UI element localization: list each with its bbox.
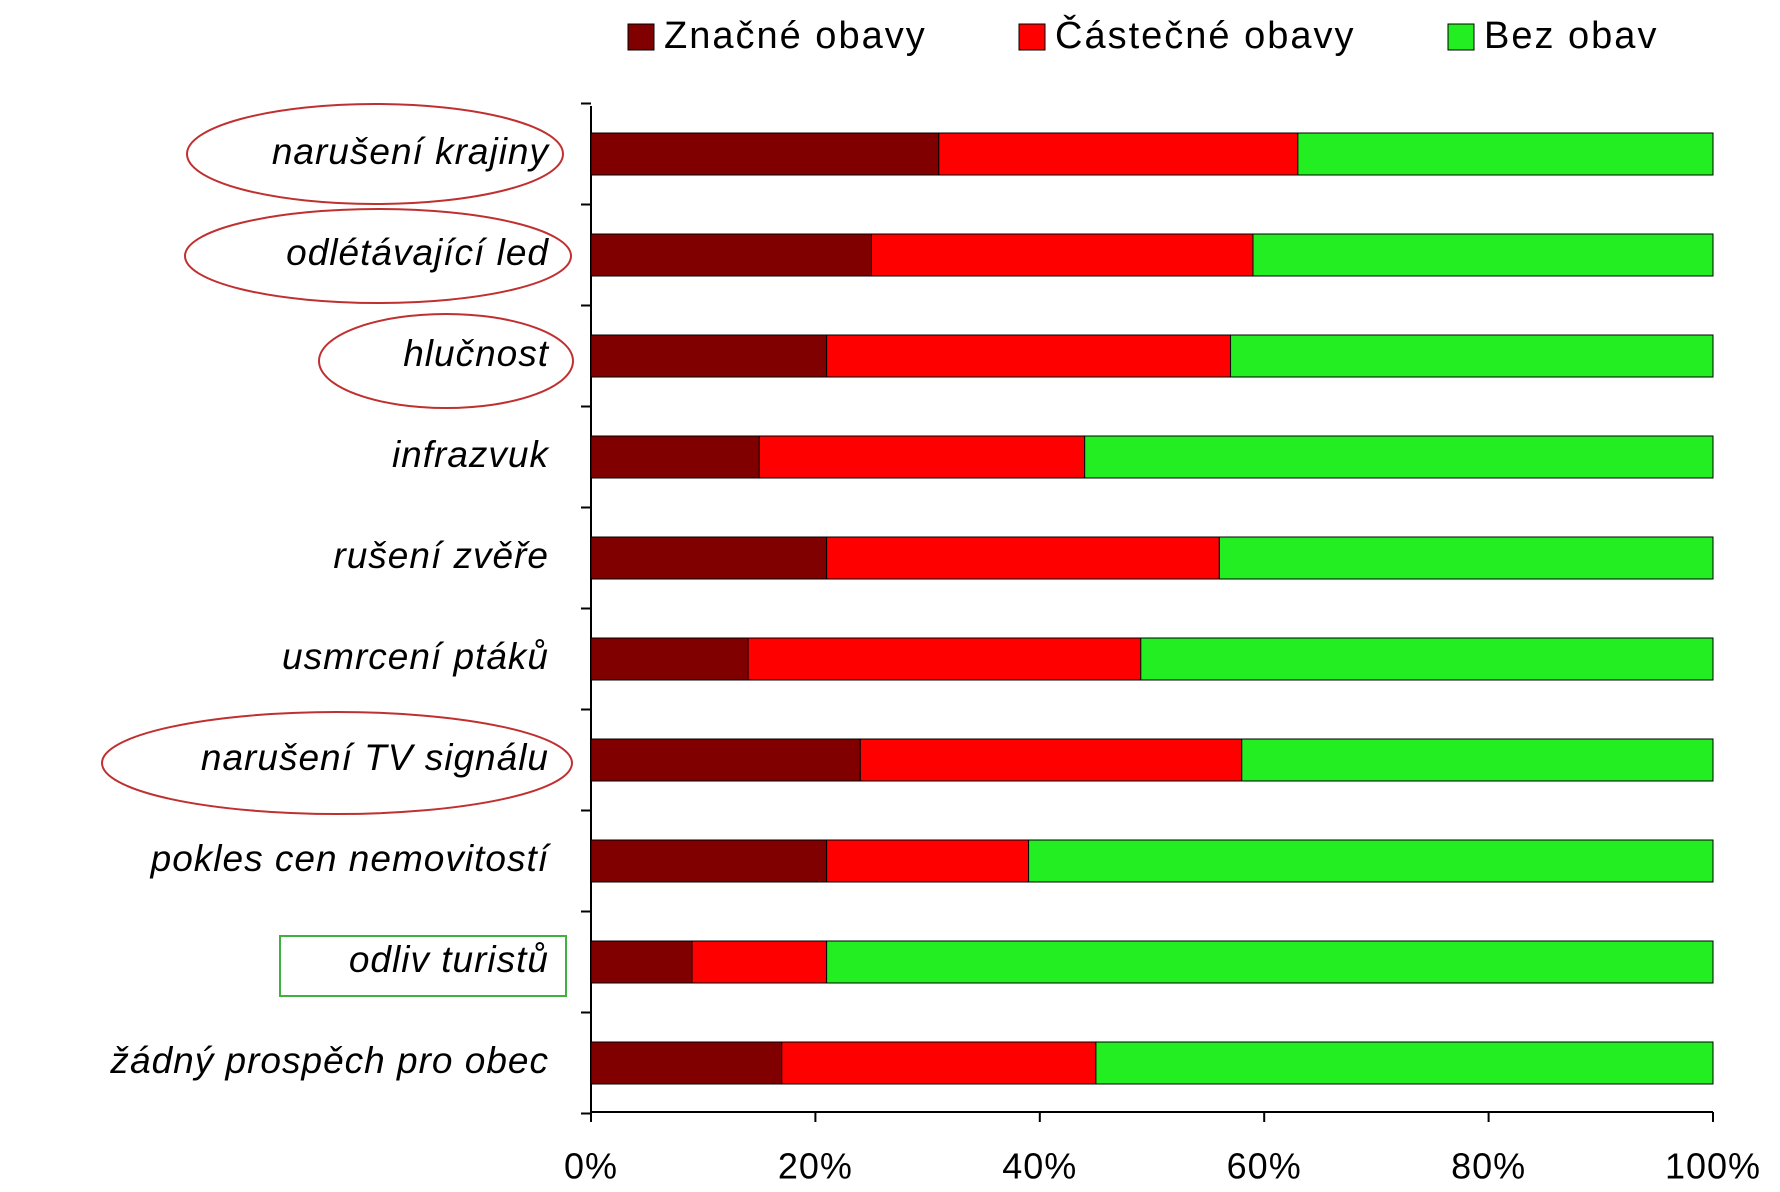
legend-swatch [1018, 23, 1046, 51]
bar-segment [1140, 637, 1714, 681]
bar-segment [590, 132, 940, 176]
bar-segment [938, 132, 1299, 176]
y-tick-label: odlétávající led [286, 232, 549, 273]
bar-segment [590, 536, 828, 580]
x-tick-label: 60% [1227, 1146, 1302, 1187]
y-tick-label: odliv turistů [349, 939, 549, 980]
legend-swatch [627, 23, 655, 51]
y-tick-label: žádný prospěch pro obec [110, 1040, 550, 1081]
y-tick-label: rušení zvěře [333, 535, 549, 576]
bar-segment [826, 940, 1714, 984]
y-tick-label: usmrcení ptáků [282, 636, 549, 677]
bar-segment [1230, 334, 1714, 378]
bar-segment [826, 839, 1030, 883]
bar-segment [826, 334, 1232, 378]
bar-segment [590, 233, 872, 277]
bar-segment [590, 940, 693, 984]
bar-segment [871, 233, 1254, 277]
legend-label: Částečné obavy [1055, 13, 1356, 57]
bar-segment [590, 839, 828, 883]
highlight-ellipse [184, 208, 572, 304]
bar-segment [1218, 536, 1714, 580]
highlight-ellipse [101, 711, 573, 815]
bar-segment [590, 435, 760, 479]
x-tick-label: 100% [1665, 1146, 1761, 1187]
y-tick-label: narušení krajiny [272, 131, 551, 172]
bar-segment [758, 435, 1086, 479]
x-tick-label: 80% [1451, 1146, 1526, 1187]
legend-swatch [1447, 23, 1475, 51]
highlight-ellipse [318, 313, 574, 409]
y-tick-label: narušení TV signálu [201, 737, 549, 778]
bar-segment [1084, 435, 1714, 479]
legend-label: Bez obav [1484, 15, 1658, 57]
bar-segment [859, 738, 1243, 782]
x-tick-label: 40% [1002, 1146, 1077, 1187]
highlight-ellipse [186, 103, 564, 205]
bar-segment [590, 1041, 783, 1085]
bar-segment [1297, 132, 1714, 176]
bar-segment [1028, 839, 1714, 883]
bar-segment [1241, 738, 1714, 782]
bar-segment [691, 940, 828, 984]
bar-segment [1252, 233, 1714, 277]
highlight-box [279, 935, 567, 997]
bar-segment [1095, 1041, 1714, 1085]
y-tick-label: hlučnost [403, 333, 550, 374]
y-tick-label: pokles cen nemovitostí [150, 838, 552, 879]
y-tick-label: infrazvuk [392, 434, 551, 475]
bar-segment [590, 334, 828, 378]
x-tick-label: 20% [778, 1146, 853, 1187]
x-tick-label: 0% [564, 1146, 618, 1187]
legend-label: Značné obavy [664, 15, 927, 57]
bar-segment [590, 738, 861, 782]
bar-segment [590, 637, 749, 681]
bar-segment [781, 1041, 1097, 1085]
bar-segment [826, 536, 1220, 580]
bar-segment [747, 637, 1142, 681]
